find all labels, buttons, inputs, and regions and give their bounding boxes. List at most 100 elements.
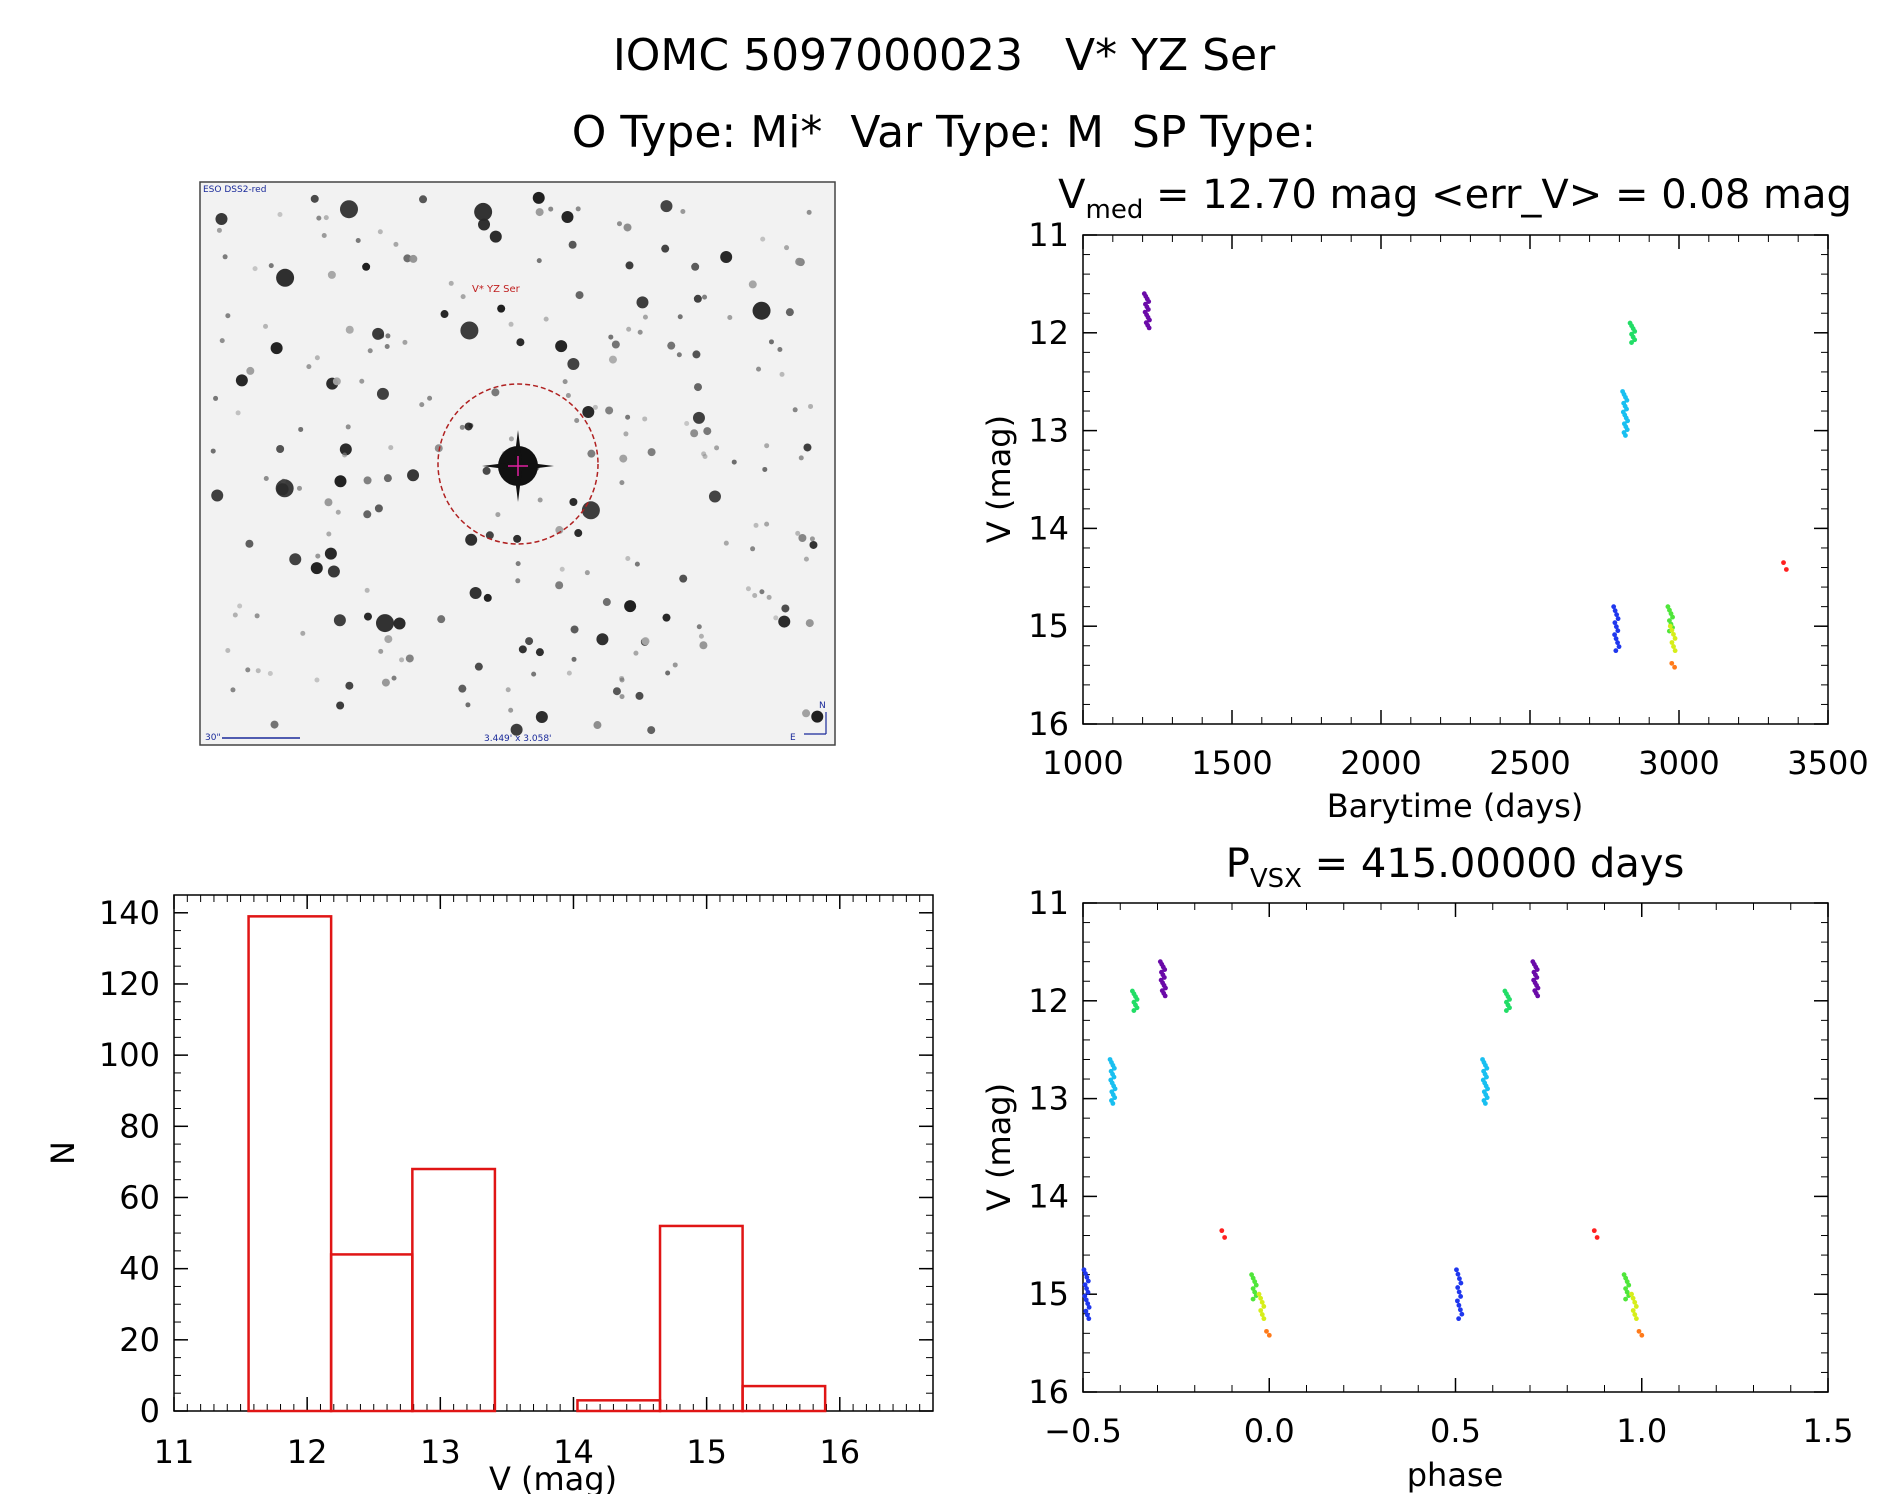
star-dot (570, 625, 579, 634)
star-dot (647, 448, 656, 457)
star-dot (508, 321, 514, 327)
star-dot (339, 200, 358, 219)
star-dot (608, 355, 617, 364)
star-dot (667, 341, 676, 350)
x-tick-label: 3500 (1787, 744, 1868, 782)
star-dot (270, 342, 283, 355)
data-point (1459, 1311, 1465, 1317)
star-dot (367, 348, 373, 354)
star-dot (778, 615, 791, 628)
star-dot (592, 404, 598, 410)
data-point (1594, 1235, 1600, 1240)
data-point (1632, 1312, 1638, 1317)
data-point (1458, 1280, 1464, 1286)
y-tick-label: 14 (1028, 1177, 1069, 1215)
star-dot (376, 387, 389, 400)
star-dot (569, 498, 578, 507)
data-point (1456, 1302, 1462, 1308)
star-dot (531, 671, 537, 677)
star-dot (581, 501, 600, 520)
star-dot (611, 340, 620, 349)
object-label: V* YZ Ser (472, 284, 521, 295)
star-dot (362, 262, 371, 271)
star-dot (245, 539, 254, 548)
star-dot (535, 710, 548, 723)
star-dot (468, 423, 474, 429)
star-dot (561, 210, 574, 223)
star-dot (419, 402, 425, 408)
star-dot (808, 403, 814, 409)
star-dot (634, 561, 640, 567)
star-dot (690, 429, 699, 438)
data-point (1147, 317, 1152, 323)
data-point (1145, 307, 1151, 312)
star-dot (474, 202, 493, 221)
star-dot (235, 374, 248, 387)
star-dot (642, 314, 648, 320)
phased-title-rest: = 415.00000 days (1302, 841, 1684, 887)
star-dot (637, 329, 643, 335)
star-dot (809, 540, 818, 549)
star-dot (375, 614, 394, 633)
star-dot (731, 459, 737, 465)
star-dot (696, 624, 702, 630)
star-dot (434, 444, 443, 453)
star-dot (626, 326, 632, 332)
histogram-axes (173, 894, 934, 1412)
star-dot (267, 670, 273, 676)
data-point (1261, 1316, 1267, 1322)
star-dot (766, 594, 772, 600)
data-point (1163, 985, 1168, 991)
x-tick-label: 1.5 (1803, 1412, 1854, 1450)
data-point (1259, 1312, 1265, 1317)
star-dot (478, 218, 491, 231)
data-point (1146, 299, 1152, 304)
x-tick-label: 11 (154, 1433, 195, 1471)
data-point (1615, 640, 1620, 646)
star-dot (518, 645, 527, 654)
data-point (1612, 620, 1618, 626)
data-point (1633, 1304, 1639, 1309)
star-dot (566, 670, 572, 676)
star-dot (384, 344, 390, 350)
lightcurve-title: Vmed = 12.70 mag <err_V> = 0.08 mag (1058, 172, 1852, 225)
data-point (1629, 1291, 1634, 1297)
star-dot (213, 395, 219, 401)
data-point (1671, 644, 1676, 649)
star-dot (535, 648, 544, 657)
phased-ylabel: V (mag) (980, 1083, 1018, 1211)
star-dot (378, 648, 384, 654)
x-tick-label: 13 (420, 1433, 461, 1471)
histogram-ylabel: N (44, 1141, 82, 1165)
star-dot (513, 534, 522, 543)
star-dot (383, 474, 392, 483)
star-dot (803, 443, 812, 452)
star-dot (280, 478, 286, 484)
star-dot (216, 227, 222, 233)
star-dot (339, 443, 352, 456)
star-dot (327, 270, 336, 279)
y-tick-label: 16 (1028, 1373, 1069, 1411)
star-dot (405, 654, 414, 663)
data-point (1591, 1228, 1597, 1234)
star-dot (619, 480, 625, 486)
data-point (1082, 1282, 1088, 1288)
star-dot (792, 407, 798, 413)
star-dot (489, 230, 502, 243)
star-dot (403, 254, 412, 263)
star-dot (310, 194, 319, 203)
star-dot (768, 339, 774, 345)
star-dot (633, 650, 639, 656)
star-dot (555, 340, 568, 353)
lightcurve-points (1141, 291, 1789, 670)
star-dot (448, 280, 454, 286)
star-dot (326, 531, 332, 537)
star-dot (562, 379, 568, 385)
star-dot (623, 223, 632, 232)
data-point (1454, 1267, 1459, 1273)
star-dot (548, 206, 554, 212)
star-dot (762, 466, 768, 472)
data-point (1258, 1308, 1264, 1313)
data-point (1455, 1285, 1461, 1290)
star-dot (263, 475, 269, 481)
